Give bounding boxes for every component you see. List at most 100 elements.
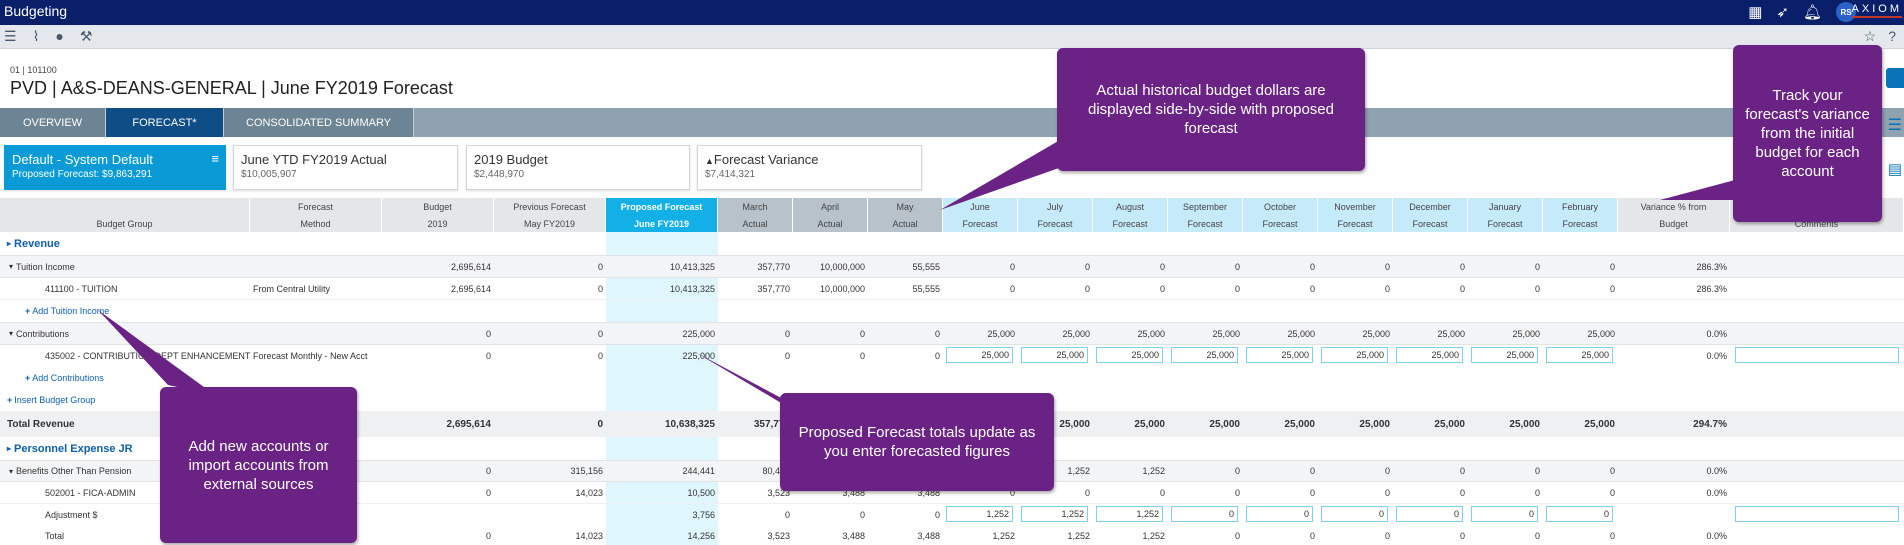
forecast-input[interactable]: 1,252 [946, 506, 1013, 522]
column-header[interactable]: May Actual [868, 198, 943, 232]
forecast-input[interactable]: 25,000 [1096, 347, 1163, 363]
expand-chevron-icon[interactable]: ▾ [9, 262, 14, 271]
forecast-input[interactable]: 25,000 [1471, 347, 1538, 363]
column-header[interactable]: January Forecast [1468, 198, 1543, 232]
value-cell: 225,000 [682, 328, 715, 339]
value-cell: 3,488 [917, 487, 940, 498]
menu-icon[interactable]: ☰ [4, 28, 17, 44]
forecast-input[interactable]: 0 [1171, 506, 1238, 522]
row-label-text: 411100 - TUITION [45, 283, 118, 294]
document-code: 01 | 101100 [10, 65, 57, 75]
column-header[interactable]: August Forecast [1093, 198, 1168, 232]
column-header[interactable]: June Forecast [943, 198, 1018, 232]
add-link-row[interactable]: + Insert Budget Group [0, 389, 1904, 411]
row-label[interactable]: + Insert Budget Group [4, 389, 244, 411]
forecast-input[interactable]: 25,000 [1246, 347, 1313, 363]
row-label[interactable]: + Add Contributions [22, 367, 262, 389]
column-header[interactable]: July Forecast [1018, 198, 1093, 232]
rocket-icon[interactable]: ➶ [1776, 4, 1789, 21]
help-icon[interactable]: ? [1888, 28, 1896, 44]
forecast-input[interactable]: 0 [1321, 506, 1388, 522]
card-forecast-variance[interactable]: ▲Forecast Variance $7,414,321 [697, 145, 922, 190]
column-header[interactable]: Budget 2019 [382, 198, 494, 232]
row-label-text: Insert Budget Group [14, 395, 96, 405]
section-row[interactable]: ▸ Personnel Expense JR [0, 437, 1904, 460]
forecast-input[interactable]: 0 [1396, 506, 1463, 522]
bell-icon[interactable]: 🔔︎ [1802, 4, 1822, 21]
forecast-input[interactable]: 1,252 [1021, 506, 1088, 522]
column-header[interactable]: Variance % from Budget [1618, 198, 1730, 232]
grid-view-icon[interactable]: ▤ [1887, 161, 1902, 178]
column-header[interactable]: Budget Group [0, 198, 250, 232]
value-cell: 10,638,325 [664, 418, 715, 430]
comment-input[interactable] [1735, 506, 1899, 522]
forecast-input[interactable]: 0 [1546, 506, 1613, 522]
value-cell: 0 [784, 328, 790, 339]
column-header[interactable]: April Actual [793, 198, 868, 232]
card-menu-icon[interactable]: ≡ [211, 151, 219, 166]
forecast-input[interactable]: 25,000 [1546, 347, 1613, 363]
panel-menu-icon[interactable]: ☰ [1887, 117, 1902, 134]
column-header[interactable]: Previous Forecast May FY2019 [494, 198, 606, 232]
column-header[interactable]: September Forecast [1168, 198, 1243, 232]
group-row[interactable]: ▾ Tuition Income 2,695,614 0 10,413,325 357,… [0, 255, 1904, 278]
expand-chevron-icon[interactable]: ▾ [9, 466, 14, 476]
add-link-row[interactable]: + Add Tuition Income [0, 300, 1904, 322]
comment-input[interactable] [1735, 347, 1899, 363]
expand-chevron-icon[interactable]: ▸ [7, 444, 12, 453]
value-cell: 0 [1384, 261, 1390, 272]
forecast-input[interactable]: 25,000 [946, 347, 1013, 363]
add-link-row[interactable]: + Add Contributions [0, 367, 1904, 389]
value-cell: 0 [597, 261, 603, 272]
apps-grid-icon[interactable]: ▦ [1748, 4, 1763, 21]
section-row[interactable]: ▸ Revenue [0, 232, 1904, 255]
value-cell: 0 [1534, 531, 1540, 541]
forecast-input[interactable]: 25,000 [1396, 347, 1463, 363]
table-row: Total 0 14,023 14,256 3,523 3,488 3,488 1,252 1,… [0, 526, 1904, 545]
row-label[interactable]: + Add Tuition Income [22, 300, 262, 322]
expand-chevron-icon[interactable]: ▾ [9, 329, 14, 338]
forecast-input[interactable]: 25,000 [1021, 347, 1088, 363]
avatar[interactable]: RS [1836, 2, 1856, 22]
table-row: Adjustment $3,756 0 0 0 1,252 1,252 1,252 0 0 0 0 0… [0, 504, 1904, 526]
column-header[interactable]: November Forecast [1318, 198, 1393, 232]
plus-icon[interactable]: + [7, 395, 13, 405]
tab-forecast[interactable]: FORECAST* [106, 108, 224, 137]
expand-chevron-icon[interactable]: ▸ [7, 239, 12, 248]
column-header[interactable]: December Forecast [1393, 198, 1468, 232]
tab-consolidated-summary[interactable]: CONSOLIDATED SUMMARY [224, 108, 414, 137]
plus-icon[interactable]: + [25, 373, 31, 383]
column-header[interactable]: October Forecast [1243, 198, 1318, 232]
column-header[interactable]: Proposed Forecast June FY2019 [606, 198, 718, 232]
plus-icon[interactable]: + [25, 306, 31, 316]
tab-bar: OVERVIEW FORECAST* CONSOLIDATED SUMMARY [0, 108, 1904, 137]
star-icon[interactable]: ☆ [1863, 28, 1877, 44]
forecast-input[interactable]: 0 [1471, 506, 1538, 522]
wrench-icon[interactable]: ⚒ [79, 28, 93, 44]
value-cell: 286.3% [1696, 283, 1727, 294]
forecast-input[interactable]: 25,000 [1321, 347, 1388, 363]
card-default-scenario[interactable]: Default - System Default Proposed Foreca… [4, 145, 226, 190]
action-button[interactable] [1886, 68, 1904, 88]
comment-icon[interactable]: ● [55, 28, 64, 44]
value-cell: 25,000 [1062, 328, 1090, 339]
value-cell: 0.0% [1706, 351, 1727, 361]
card-ytd-actual[interactable]: June YTD FY2019 Actual $10,005,907 [233, 145, 458, 190]
column-header[interactable]: February Forecast [1543, 198, 1618, 232]
card-budget[interactable]: 2019 Budget $2,448,970 [466, 145, 690, 190]
value-cell: 10,500 [687, 487, 715, 498]
value-cell: 0 [1234, 466, 1240, 476]
value-cell: 25,000 [1137, 328, 1165, 339]
value-cell: 2,695,614 [450, 283, 491, 294]
tab-overview[interactable]: OVERVIEW [0, 108, 106, 137]
value-cell: 0 [934, 351, 940, 361]
column-header[interactable]: March Actual [718, 198, 793, 232]
card-subtitle: Proposed Forecast: $9,863,291 [12, 169, 153, 180]
forecast-input[interactable]: 1,252 [1096, 506, 1163, 522]
group-row[interactable]: ▾ Contributions 0 0 225,000 0 0 0 25,000 25,000 2… [0, 322, 1904, 345]
forecast-input[interactable]: 0 [1246, 506, 1313, 522]
forecast-input[interactable]: 25,000 [1171, 347, 1238, 363]
paperclip-icon[interactable]: ⌇ [32, 28, 40, 44]
column-header[interactable]: Forecast Method [250, 198, 382, 232]
page-title: PVD | A&S-DEANS-GENERAL | June FY2019 Fo… [10, 78, 453, 98]
